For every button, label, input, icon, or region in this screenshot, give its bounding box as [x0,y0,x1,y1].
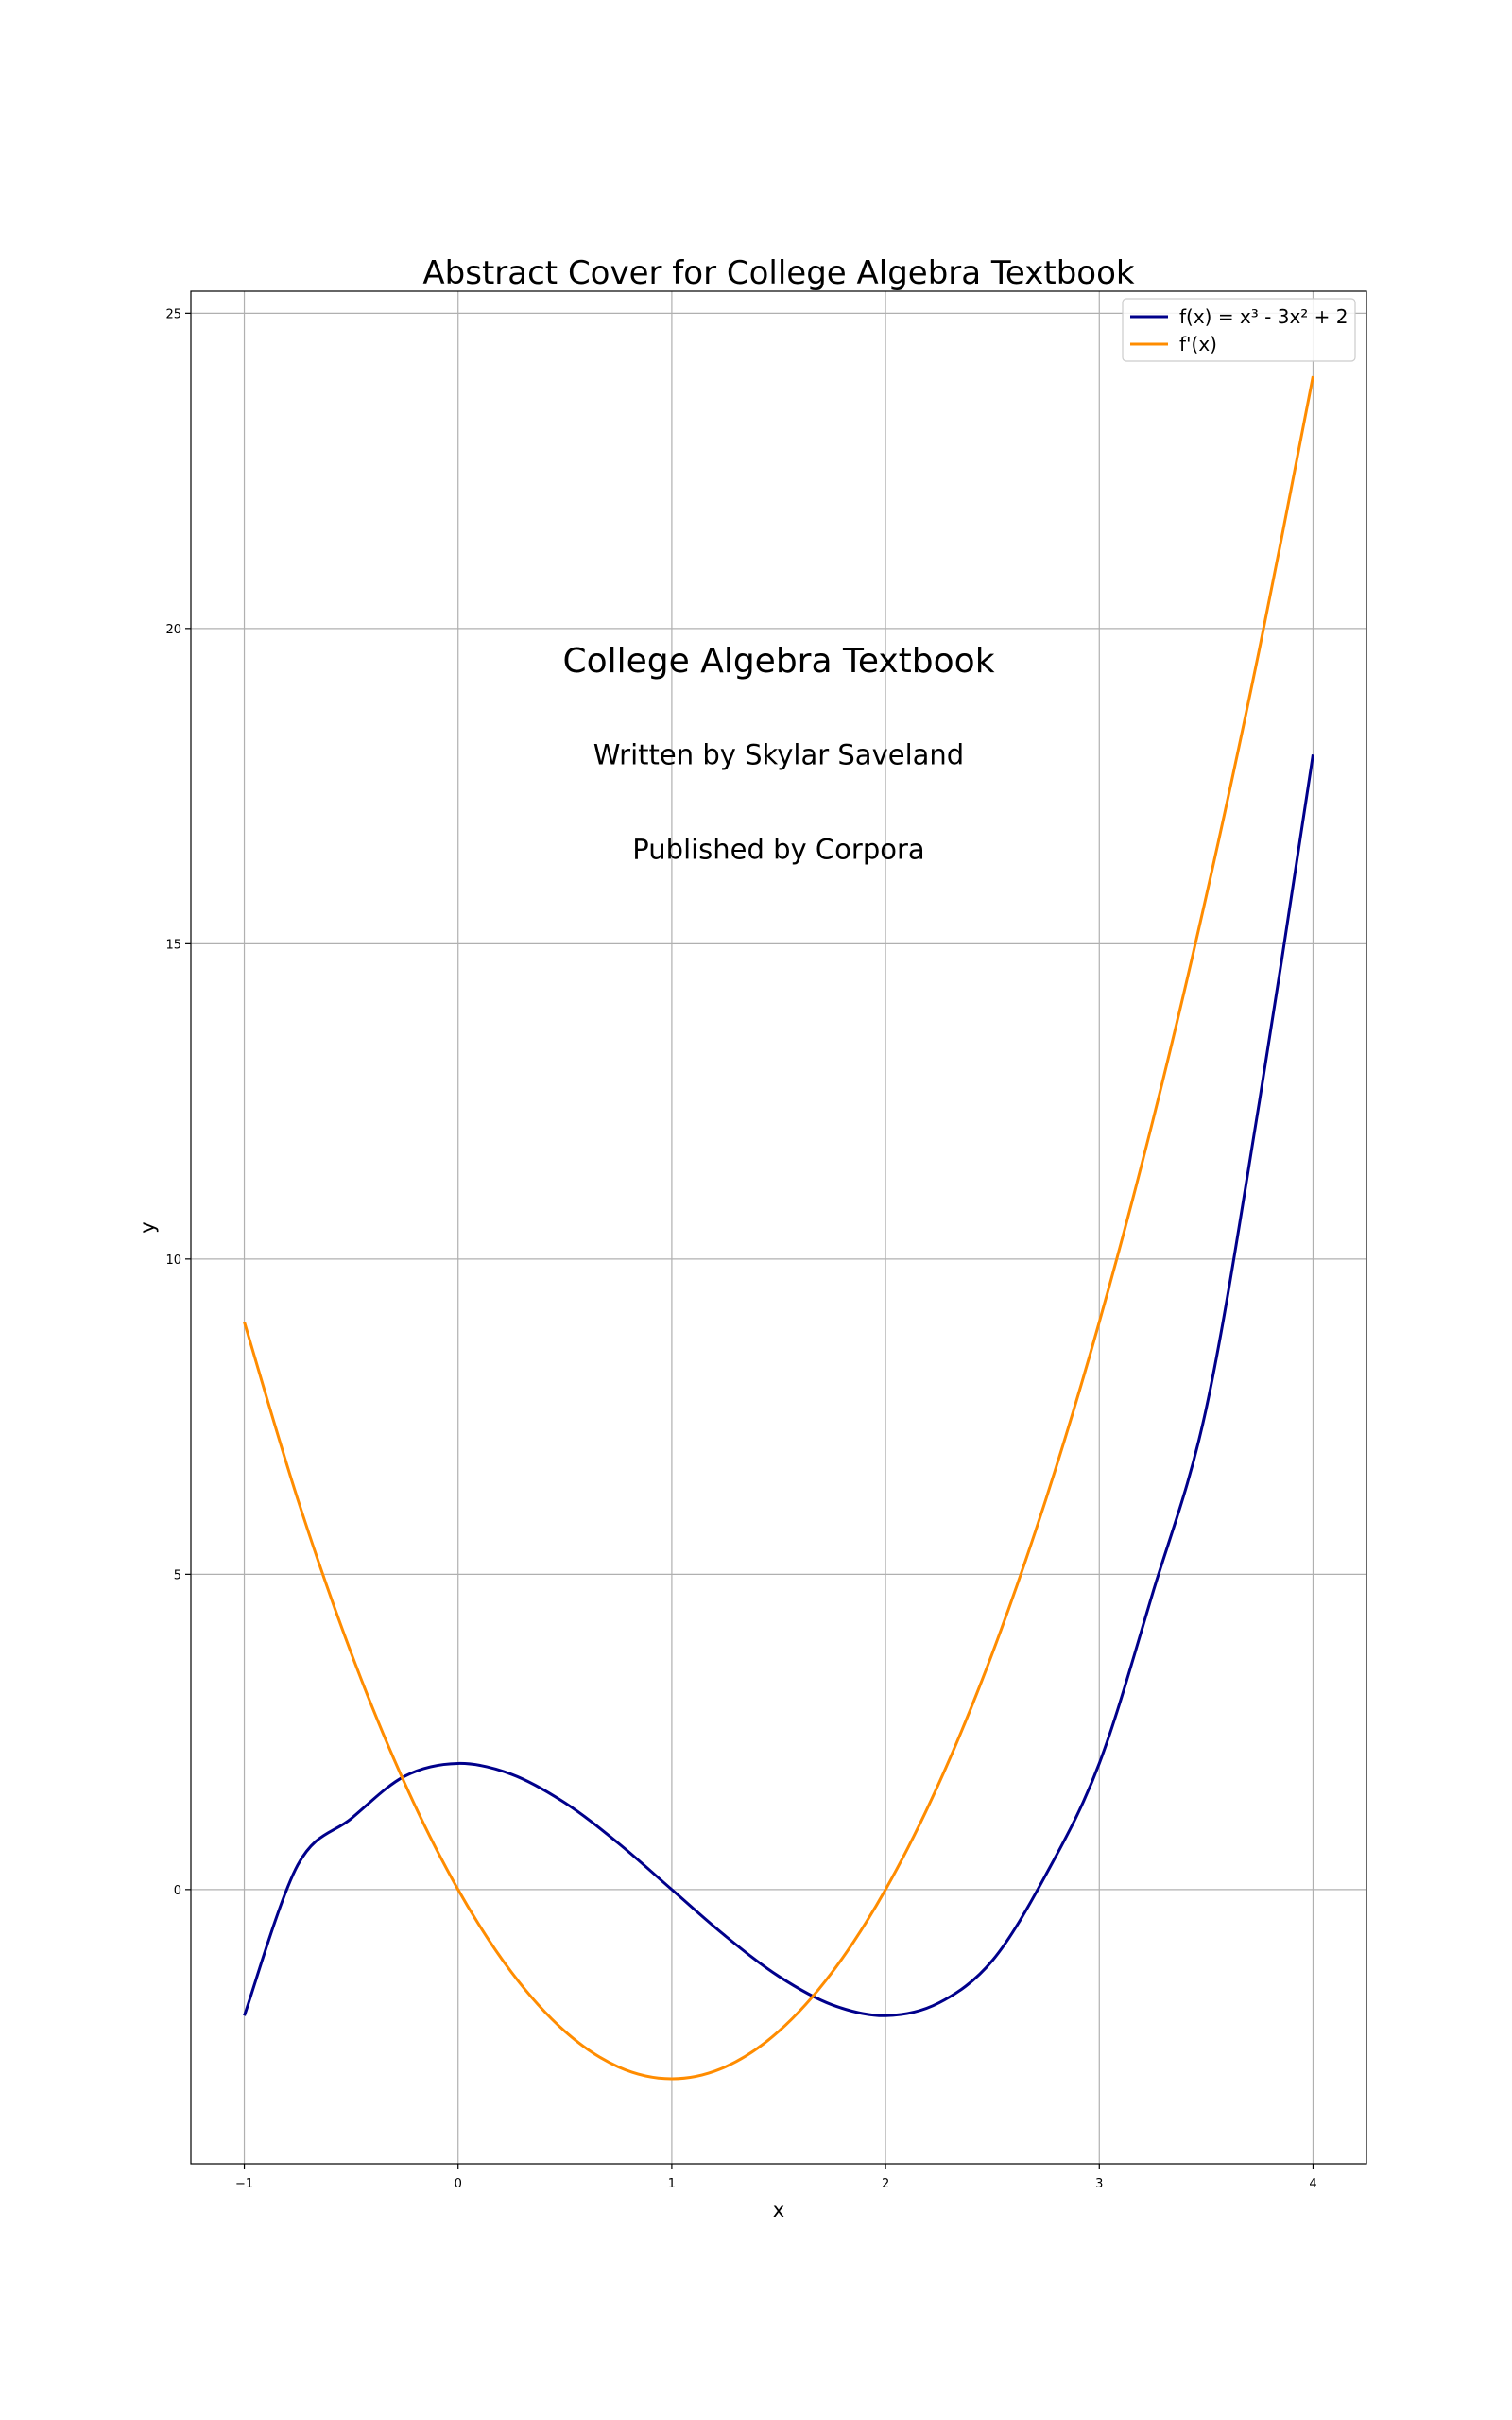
series-group [243,375,1314,2081]
y-tick-label: 10 [165,1253,181,1268]
y-tick-label: 15 [165,938,181,952]
plot-frame [190,290,1367,2165]
x-tick-label: 0 [455,2177,462,2191]
y-tick-label: 20 [165,623,181,637]
cover-annotation: College Algebra Textbook [562,642,994,681]
legend-label: f'(x) [1179,333,1217,355]
legend: f(x) = x³ - 3x² + 2 f'(x) [1122,298,1356,362]
x-axis-label: x [773,2199,784,2221]
y-axis-label: y [136,1221,159,1233]
y-tick-label: 25 [165,307,181,321]
legend-box [1122,298,1356,362]
x-tick-label: 3 [1095,2177,1103,2191]
x-tick-label: 4 [1309,2177,1316,2191]
y-tick-label: 5 [174,1568,181,1582]
cover-annotation: Published by Corpora [632,833,924,865]
legend-label: f(x) = x³ - 3x² + 2 [1179,305,1349,328]
x-tick-label: 2 [882,2177,889,2191]
grid [191,291,1366,2164]
series-line-0 [243,754,1314,2017]
ticks: −1 0 1 2 3 4 0 5 10 15 20 25 [165,307,1316,2191]
x-tick-label: −1 [235,2177,253,2191]
x-tick-label: 1 [668,2177,676,2191]
series-line-1 [243,375,1314,2081]
y-tick-label: 0 [174,1884,181,1898]
chart-title: Abstract Cover for College Algebra Textb… [422,254,1134,292]
annotations: College Algebra Textbook Written by Skyla… [562,642,994,866]
cover-annotation: Written by Skylar Saveland [593,738,964,770]
